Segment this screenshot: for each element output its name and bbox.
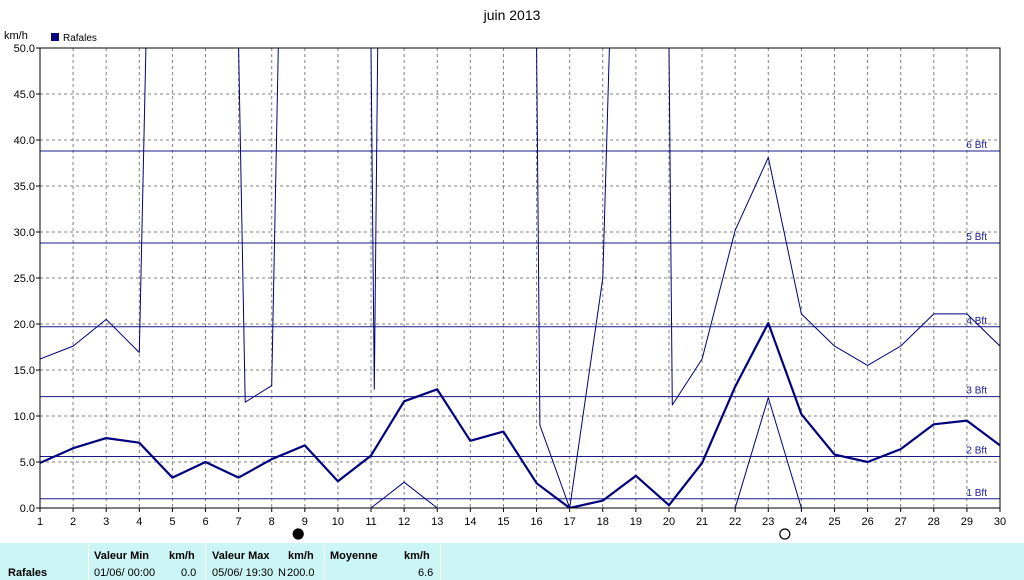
y-tick-label: 10.0 <box>14 411 35 423</box>
x-tick-label: 17 <box>564 516 576 528</box>
min-value: 0.0 <box>181 567 197 579</box>
min-date: 01/06/ 00:00 <box>94 567 156 579</box>
max-header: Valeur Max <box>212 550 270 562</box>
min-header: Valeur Min <box>94 550 150 562</box>
beaufort-label: 6 Bft <box>966 140 987 151</box>
y-tick-label: 5.0 <box>20 457 35 469</box>
max-direction: N <box>278 567 286 579</box>
x-tick-label: 6 <box>202 516 208 528</box>
y-tick-label: 45.0 <box>14 89 35 101</box>
x-tick-label: 4 <box>136 516 142 528</box>
x-tick-label: 20 <box>663 516 675 528</box>
avg-value: 6.6 <box>418 567 434 579</box>
beaufort-label: 3 Bft <box>966 386 987 397</box>
x-tick-label: 28 <box>928 516 940 528</box>
x-tick-label: 16 <box>530 516 542 528</box>
beaufort-label: 5 Bft <box>966 232 987 243</box>
legend-swatch <box>51 33 59 41</box>
beaufort-label: 1 Bft <box>966 488 987 499</box>
x-tick-label: 7 <box>236 516 242 528</box>
full-moon-icon <box>779 528 791 540</box>
x-tick-label: 2 <box>70 516 76 528</box>
x-tick-label: 8 <box>269 516 275 528</box>
stats-bar: Rafales Valeur Min km/h 01/06/ 00:00 0.0… <box>0 543 1024 580</box>
series-layer <box>39 47 1001 509</box>
x-tick-label: 3 <box>103 516 109 528</box>
x-tick-label: 19 <box>630 516 642 528</box>
x-tick-label: 18 <box>597 516 609 528</box>
stats-row-label: Rafales <box>8 567 48 579</box>
x-tick-label: 30 <box>994 516 1006 528</box>
x-tick-label: 11 <box>365 516 376 528</box>
y-tick-label: 35.0 <box>14 181 35 193</box>
y-tick-label: 20.0 <box>14 319 35 331</box>
x-tick-label: 14 <box>464 516 476 528</box>
y-axis-unit: km/h <box>4 30 28 42</box>
x-tick-label: 21 <box>696 516 708 528</box>
chart-title: juin 2013 <box>483 7 541 23</box>
legend-label: Rafales <box>63 33 97 44</box>
x-tick-label: 13 <box>431 516 443 528</box>
y-axis: 0.0 5.0 10.0 15.0 20.0 25.0 30.0 35.0 40.0 45.0 50… <box>14 43 40 515</box>
y-tick-label: 50.0 <box>14 43 35 55</box>
x-tick-label: 15 <box>497 516 509 528</box>
beaufort-label: 4 Bft <box>966 316 987 327</box>
x-tick-label: 23 <box>762 516 774 528</box>
x-tick-label: 12 <box>398 516 410 528</box>
y-tick-label: 40.0 <box>14 135 35 147</box>
x-tick-label: 25 <box>828 516 840 528</box>
min-unit: km/h <box>169 550 195 562</box>
max-unit: km/h <box>288 550 314 562</box>
y-tick-label: 30.0 <box>14 227 35 239</box>
series-line-maximum <box>40 48 1000 508</box>
max-date: 05/06/ 19:30 <box>212 567 274 579</box>
wind-gust-chart: juin 2013 km/h Rafales 1 Bft 2 Bft 3 Bft 4 … <box>4 7 1006 540</box>
beaufort-label: 2 Bft <box>966 445 987 456</box>
x-tick-label: 27 <box>895 516 907 528</box>
x-tick-label: 29 <box>961 516 973 528</box>
x-tick-label: 26 <box>861 516 873 528</box>
grid <box>39 47 1001 509</box>
x-tick-label: 10 <box>332 516 344 528</box>
avg-unit: km/h <box>404 550 430 562</box>
series-line-minimum <box>370 397 802 508</box>
y-tick-label: 0.0 <box>20 503 35 515</box>
new-moon-icon <box>292 528 304 540</box>
x-tick-label: 5 <box>169 516 175 528</box>
x-tick-label: 22 <box>729 516 741 528</box>
y-tick-label: 15.0 <box>14 365 35 377</box>
max-value: 200.0 <box>287 567 315 579</box>
x-axis: 1 2 3 4 5 6 7 8 9 10 11 12 13 14 15 16 17 18 19 20 21 22 23 24 2… <box>37 508 1006 528</box>
moon-phases <box>292 528 791 540</box>
x-tick-label: 24 <box>795 516 807 528</box>
y-tick-label: 25.0 <box>14 273 35 285</box>
beaufort-lines: 1 Bft 2 Bft 3 Bft 4 Bft 5 Bft 6 Bft <box>40 140 1000 500</box>
x-tick-label: 1 <box>37 516 43 528</box>
series-line-average <box>40 322 1000 508</box>
avg-header: Moyenne <box>330 550 378 562</box>
x-tick-label: 9 <box>302 516 308 528</box>
